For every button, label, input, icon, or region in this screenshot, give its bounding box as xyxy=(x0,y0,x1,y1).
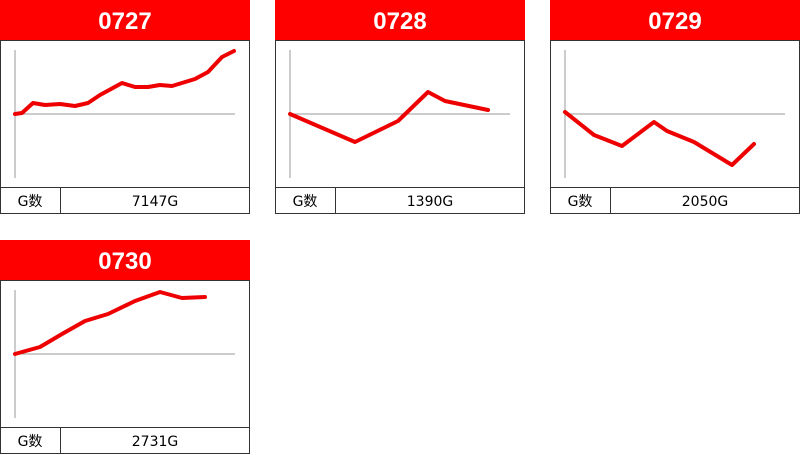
panel-title: 0729 xyxy=(648,8,701,35)
data-line xyxy=(13,49,236,116)
footer-value: 2731G xyxy=(132,434,178,450)
footer-label: G数 xyxy=(18,194,43,210)
data-line xyxy=(13,290,207,356)
panel-header xyxy=(0,240,250,280)
panel-header xyxy=(0,0,250,40)
panel-title: 0728 xyxy=(373,8,426,35)
footer-label: G数 xyxy=(18,434,43,450)
footer-value: 1390G xyxy=(407,194,453,210)
panel-header xyxy=(550,0,800,40)
data-line xyxy=(563,110,756,167)
panel-title: 0727 xyxy=(98,8,151,35)
data-line xyxy=(288,90,490,144)
panel-header xyxy=(275,0,525,40)
footer-value: 7147G xyxy=(132,194,178,210)
footer-label: G数 xyxy=(293,194,318,210)
footer-label: G数 xyxy=(568,194,593,210)
footer-value: 2050G xyxy=(682,194,728,210)
panel-title: 0730 xyxy=(98,248,151,275)
